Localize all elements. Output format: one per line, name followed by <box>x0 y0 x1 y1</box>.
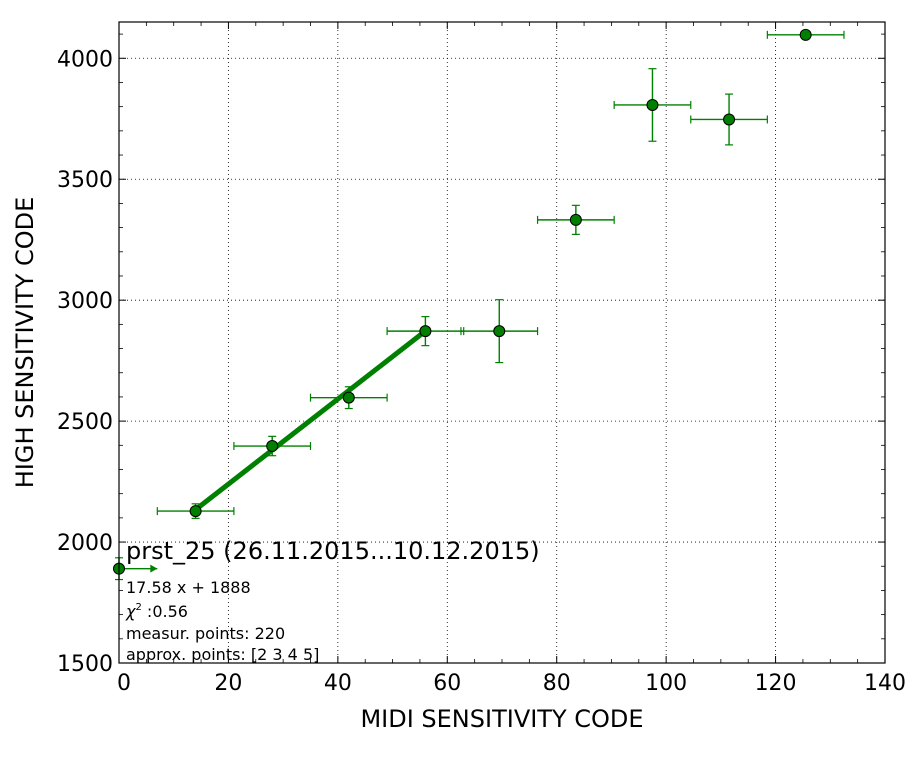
y-tick-label: 1500 <box>57 652 113 677</box>
chi-superscript: 2 <box>135 602 141 613</box>
annotation-approx-points: approx. points: [2 3 4 5] <box>126 645 319 664</box>
y-tick-label: 2000 <box>57 531 113 556</box>
chi-value: :0.56 <box>142 602 188 621</box>
fit-line <box>194 329 427 512</box>
y-tick-label: 3000 <box>57 289 113 314</box>
y-tick-label: 2500 <box>57 410 113 435</box>
x-tick-label: 40 <box>324 671 352 696</box>
plot-frame <box>118 21 886 664</box>
x-axis-label: MIDI SENSITIVITY CODE <box>360 705 643 733</box>
x-tick-label: 60 <box>433 671 461 696</box>
x-tick-label: 20 <box>214 671 242 696</box>
x-tick-label: 120 <box>755 671 797 696</box>
grid <box>119 22 885 663</box>
data-point <box>799 28 812 41</box>
annotation-title: prst_25 (26.11.2015...10.12.2015) <box>126 537 540 565</box>
annotation-measur-points: measur. points: 220 <box>126 624 285 643</box>
y-tick-label: 3500 <box>57 168 113 193</box>
chi-symbol: χ <box>125 602 136 621</box>
data-point <box>723 113 736 126</box>
data-point <box>419 325 432 338</box>
x-tick-label: 0 <box>117 671 131 696</box>
annotation-chi-square: χ2 :0.56 <box>125 602 188 621</box>
y-tick-label: 4000 <box>57 47 113 72</box>
data-point <box>266 440 279 453</box>
x-error-arrow <box>150 564 158 573</box>
x-tick-label: 80 <box>543 671 571 696</box>
x-tick-label: 100 <box>645 671 687 696</box>
data-point <box>493 325 506 338</box>
data-point <box>342 391 355 404</box>
annotation-equation: 17.58 x + 1888 <box>126 578 251 597</box>
tick-labels: 0 20 40 60 80 100 120 140 1500 2000 2500 3000 3500 40… <box>57 47 906 696</box>
y-axis-label: HIGH SENSITIVITY CODE <box>11 197 39 489</box>
data-point <box>569 213 582 226</box>
x-tick-label: 140 <box>864 671 906 696</box>
data-point <box>189 505 202 518</box>
data-point <box>646 98 659 111</box>
fit-line-group <box>194 329 427 512</box>
